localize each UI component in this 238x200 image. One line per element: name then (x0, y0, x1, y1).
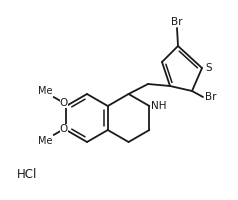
Text: HCl: HCl (17, 168, 37, 182)
Text: O: O (60, 98, 68, 108)
Text: Br: Br (171, 17, 183, 27)
Text: O: O (60, 124, 68, 134)
Text: Me: Me (38, 86, 53, 96)
Text: NH: NH (151, 101, 167, 111)
Text: Br: Br (205, 92, 217, 102)
Text: Me: Me (38, 136, 53, 146)
Text: S: S (205, 63, 212, 73)
